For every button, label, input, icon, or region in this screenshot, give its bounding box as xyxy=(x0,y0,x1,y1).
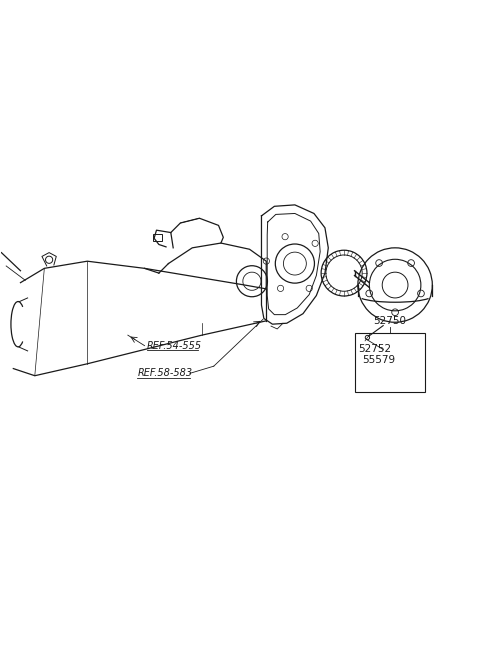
Bar xyxy=(355,333,425,392)
Text: 52752: 52752 xyxy=(359,344,392,354)
Text: 55579: 55579 xyxy=(362,355,395,365)
FancyBboxPatch shape xyxy=(153,234,162,241)
Text: REF.58-583: REF.58-583 xyxy=(137,368,192,379)
Text: REF.54-555: REF.54-555 xyxy=(147,340,202,351)
Text: 52750: 52750 xyxy=(373,316,407,326)
